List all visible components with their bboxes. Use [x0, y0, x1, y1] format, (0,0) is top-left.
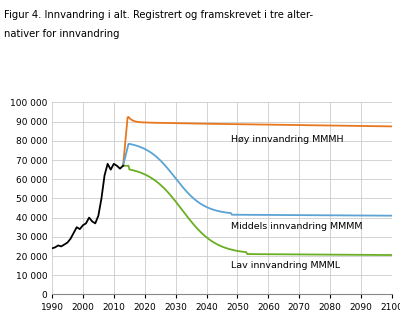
Text: Høy innvandring MMMH: Høy innvandring MMMH	[231, 135, 344, 144]
Text: Lav innvandring MMML: Lav innvandring MMML	[231, 261, 340, 270]
Text: Figur 4. Innvandring i alt. Registrert og framskrevet i tre alter-: Figur 4. Innvandring i alt. Registrert o…	[4, 10, 313, 20]
Text: Middels innvandring MMMM: Middels innvandring MMMM	[231, 222, 363, 231]
Text: nativer for innvandring: nativer for innvandring	[4, 29, 120, 39]
